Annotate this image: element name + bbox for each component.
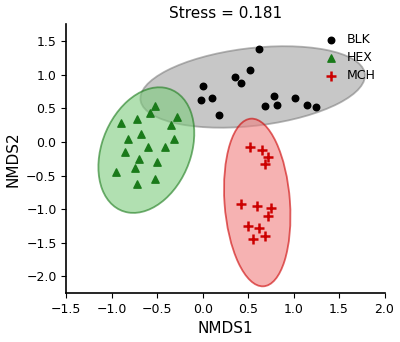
MCH	[265, 213, 271, 219]
MCH	[238, 201, 244, 207]
HEX	[154, 159, 160, 165]
HEX	[161, 145, 168, 150]
HEX	[134, 181, 140, 186]
MCH	[250, 237, 256, 242]
HEX	[152, 104, 159, 109]
BLK	[238, 80, 244, 86]
MCH	[268, 205, 274, 211]
MCH	[265, 154, 271, 160]
MCH	[245, 223, 251, 229]
Ellipse shape	[224, 119, 290, 286]
HEX	[145, 145, 151, 150]
MCH	[254, 203, 260, 209]
BLK	[261, 104, 268, 109]
BLK	[231, 74, 238, 80]
Title: Stress = 0.181: Stress = 0.181	[169, 5, 282, 21]
BLK	[270, 94, 277, 99]
HEX	[118, 120, 124, 126]
HEX	[134, 116, 140, 121]
HEX	[122, 149, 129, 155]
HEX	[170, 136, 177, 142]
HEX	[125, 136, 131, 142]
Ellipse shape	[98, 87, 194, 213]
HEX	[138, 131, 144, 137]
Legend: BLK, HEX, MCH: BLK, HEX, MCH	[316, 31, 378, 85]
MCH	[247, 145, 253, 150]
BLK	[313, 104, 320, 110]
BLK	[256, 47, 262, 52]
BLK	[247, 67, 253, 72]
BLK	[216, 113, 222, 118]
BLK	[274, 102, 280, 108]
MCH	[256, 225, 262, 231]
HEX	[152, 176, 159, 182]
MCH	[261, 161, 268, 166]
Y-axis label: NMDS2: NMDS2	[6, 131, 20, 187]
HEX	[113, 170, 120, 175]
BLK	[292, 96, 299, 101]
HEX	[136, 156, 142, 161]
HEX	[131, 165, 138, 170]
HEX	[174, 114, 180, 119]
MCH	[258, 147, 265, 153]
X-axis label: NMDS1: NMDS1	[198, 321, 253, 337]
MCH	[261, 233, 268, 239]
BLK	[198, 97, 204, 103]
BLK	[304, 102, 310, 108]
HEX	[168, 122, 174, 128]
BLK	[208, 96, 215, 101]
Ellipse shape	[140, 46, 365, 128]
BLK	[200, 83, 206, 89]
HEX	[147, 110, 153, 116]
